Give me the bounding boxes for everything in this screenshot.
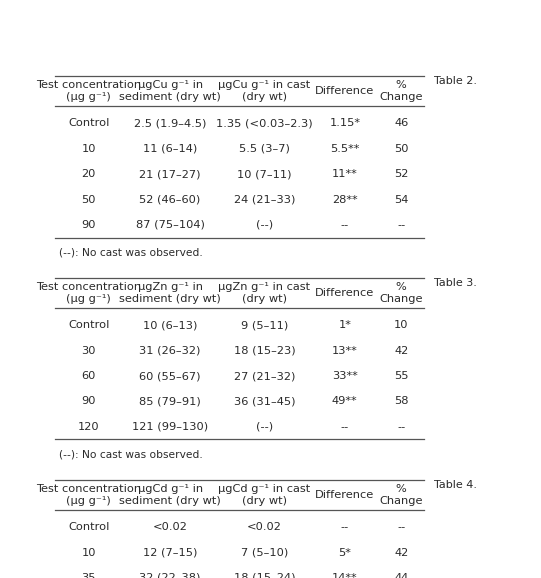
Text: 18 (15–24): 18 (15–24)	[234, 573, 295, 578]
Text: 11 (6–14): 11 (6–14)	[143, 144, 197, 154]
Text: 46: 46	[394, 118, 408, 128]
Text: --: --	[397, 422, 405, 432]
Text: (--): (--)	[256, 220, 273, 230]
Text: 120: 120	[78, 422, 100, 432]
Text: %
Change: % Change	[379, 80, 423, 102]
Text: 27 (21–32): 27 (21–32)	[234, 371, 295, 381]
Text: Table 2.: Table 2.	[434, 76, 478, 86]
Text: 10: 10	[394, 320, 408, 330]
Text: 11**: 11**	[332, 169, 358, 179]
Text: Control: Control	[68, 522, 109, 532]
Text: 54: 54	[394, 195, 408, 205]
Text: 55: 55	[394, 371, 408, 381]
Text: 49**: 49**	[332, 397, 358, 406]
Text: 12 (7–15): 12 (7–15)	[143, 547, 197, 558]
Text: 7 (5–10): 7 (5–10)	[241, 547, 288, 558]
Text: 1.35 (<0.03–2.3): 1.35 (<0.03–2.3)	[216, 118, 313, 128]
Text: Test concentration
(μg g⁻¹): Test concentration (μg g⁻¹)	[36, 484, 141, 506]
Text: Test concentration
(μg g⁻¹): Test concentration (μg g⁻¹)	[36, 80, 141, 102]
Text: 21 (17–27): 21 (17–27)	[140, 169, 201, 179]
Text: Difference: Difference	[315, 86, 374, 96]
Text: 35: 35	[82, 573, 96, 578]
Text: 44: 44	[394, 573, 408, 578]
Text: <0.02: <0.02	[153, 522, 188, 532]
Text: 90: 90	[82, 397, 96, 406]
Text: 9 (5–11): 9 (5–11)	[241, 320, 288, 330]
Text: 60: 60	[82, 371, 96, 381]
Text: 14**: 14**	[332, 573, 358, 578]
Text: μgZn g⁻¹ in cast
(dry wt): μgZn g⁻¹ in cast (dry wt)	[219, 282, 311, 304]
Text: 90: 90	[82, 220, 96, 230]
Text: Table 3.: Table 3.	[434, 278, 477, 288]
Text: --: --	[341, 522, 349, 532]
Text: 87 (75–104): 87 (75–104)	[136, 220, 204, 230]
Text: μgCu g⁻¹ in
sediment (dry wt): μgCu g⁻¹ in sediment (dry wt)	[119, 80, 221, 102]
Text: 30: 30	[82, 346, 96, 355]
Text: 36 (31–45): 36 (31–45)	[234, 397, 295, 406]
Text: 18 (15–23): 18 (15–23)	[234, 346, 295, 355]
Text: 32 (22–38): 32 (22–38)	[140, 573, 201, 578]
Text: --: --	[397, 522, 405, 532]
Text: --: --	[397, 220, 405, 230]
Text: 1.15*: 1.15*	[329, 118, 360, 128]
Text: Difference: Difference	[315, 490, 374, 500]
Text: 121 (99–130): 121 (99–130)	[132, 422, 208, 432]
Text: Control: Control	[68, 118, 109, 128]
Text: Control: Control	[68, 320, 109, 330]
Text: Difference: Difference	[315, 288, 374, 298]
Text: 13**: 13**	[332, 346, 358, 355]
Text: 5.5**: 5.5**	[330, 144, 359, 154]
Text: 50: 50	[82, 195, 96, 205]
Text: 2.5 (1.9–4.5): 2.5 (1.9–4.5)	[134, 118, 206, 128]
Text: --: --	[341, 422, 349, 432]
Text: 33**: 33**	[332, 371, 358, 381]
Text: 58: 58	[394, 397, 408, 406]
Text: Test concentration
(μg g⁻¹): Test concentration (μg g⁻¹)	[36, 282, 141, 304]
Text: 5*: 5*	[338, 547, 351, 558]
Text: 42: 42	[394, 346, 408, 355]
Text: 28**: 28**	[332, 195, 358, 205]
Text: 24 (21–33): 24 (21–33)	[234, 195, 295, 205]
Text: μgCu g⁻¹ in cast
(dry wt): μgCu g⁻¹ in cast (dry wt)	[219, 80, 311, 102]
Text: 10 (6–13): 10 (6–13)	[143, 320, 197, 330]
Text: 85 (79–91): 85 (79–91)	[139, 397, 201, 406]
Text: (--): No cast was observed.: (--): No cast was observed.	[60, 248, 203, 258]
Text: 60 (55–67): 60 (55–67)	[140, 371, 201, 381]
Text: 50: 50	[394, 144, 408, 154]
Text: 52 (46–60): 52 (46–60)	[140, 195, 201, 205]
Text: <0.02: <0.02	[247, 522, 282, 532]
Text: 1*: 1*	[338, 320, 351, 330]
Text: μgZn g⁻¹ in
sediment (dry wt): μgZn g⁻¹ in sediment (dry wt)	[119, 282, 221, 304]
Text: μgCd g⁻¹ in cast
(dry wt): μgCd g⁻¹ in cast (dry wt)	[219, 484, 311, 506]
Text: --: --	[341, 220, 349, 230]
Text: (--): (--)	[256, 422, 273, 432]
Text: 20: 20	[82, 169, 96, 179]
Text: 10: 10	[82, 547, 96, 558]
Text: 31 (26–32): 31 (26–32)	[140, 346, 201, 355]
Text: %
Change: % Change	[379, 282, 423, 304]
Text: 10 (7–11): 10 (7–11)	[237, 169, 292, 179]
Text: 5.5 (3–7): 5.5 (3–7)	[239, 144, 290, 154]
Text: 10: 10	[82, 144, 96, 154]
Text: Table 4.: Table 4.	[434, 480, 478, 490]
Text: (--): No cast was observed.: (--): No cast was observed.	[60, 450, 203, 460]
Text: 42: 42	[394, 547, 408, 558]
Text: %
Change: % Change	[379, 484, 423, 506]
Text: 52: 52	[394, 169, 408, 179]
Text: μgCd g⁻¹ in
sediment (dry wt): μgCd g⁻¹ in sediment (dry wt)	[119, 484, 221, 506]
